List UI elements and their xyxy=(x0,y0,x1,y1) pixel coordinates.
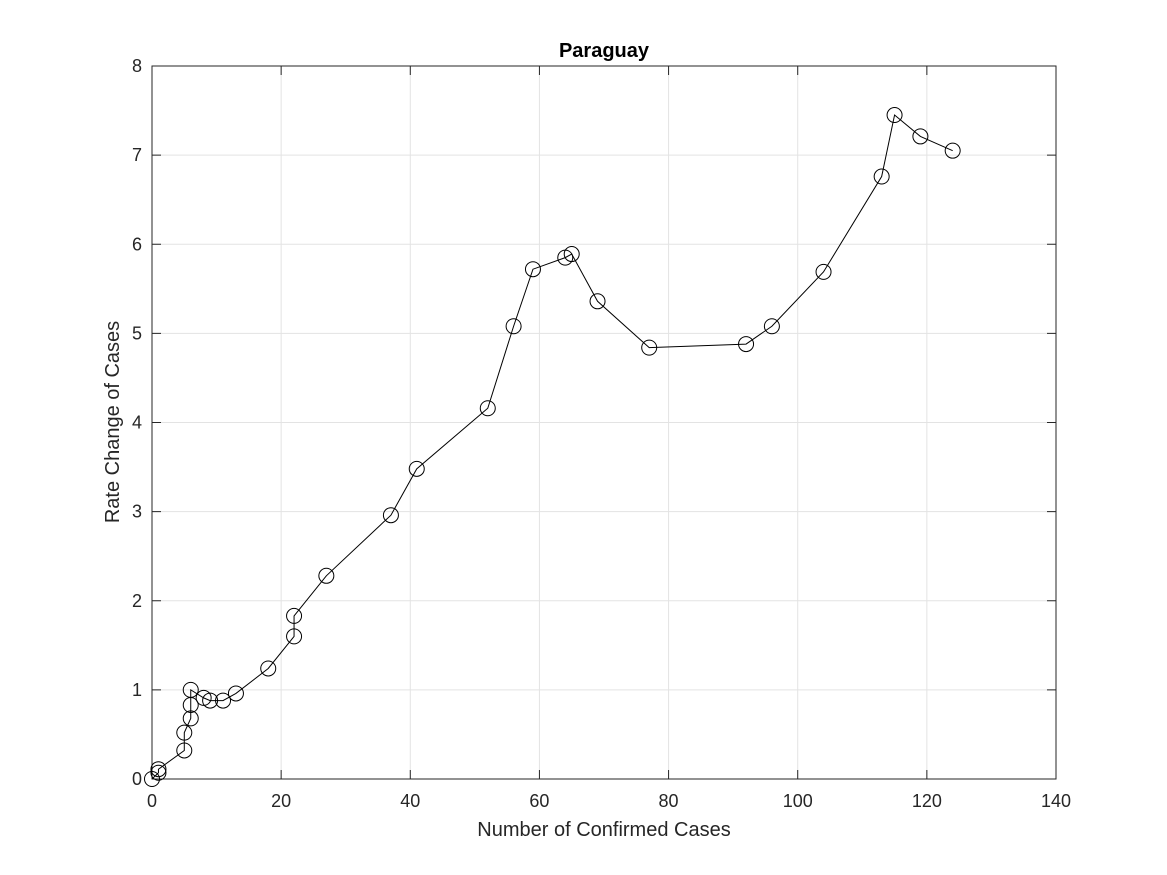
y-tick-label: 6 xyxy=(132,234,142,254)
y-tick-label: 1 xyxy=(132,680,142,700)
x-tick-label: 40 xyxy=(400,791,420,811)
y-tick-label: 0 xyxy=(132,769,142,789)
data-point xyxy=(182,681,199,698)
x-tick-label: 120 xyxy=(912,791,942,811)
data-point xyxy=(144,771,160,787)
x-tick-label: 100 xyxy=(783,791,813,811)
series-line xyxy=(151,114,953,780)
data-point xyxy=(382,507,399,524)
y-tick-label: 5 xyxy=(132,323,142,343)
data-point xyxy=(738,336,755,353)
series-layer xyxy=(144,107,961,787)
data-point xyxy=(182,710,199,727)
y-tick-label: 4 xyxy=(132,413,142,433)
data-point xyxy=(815,263,832,280)
data-point xyxy=(763,318,780,335)
y-tick-label: 8 xyxy=(132,56,142,76)
data-point xyxy=(150,761,167,778)
data-point xyxy=(318,567,335,584)
y-tick-label: 7 xyxy=(132,145,142,165)
data-point xyxy=(286,628,303,645)
data-point xyxy=(912,128,929,145)
data-point xyxy=(641,339,658,356)
data-point xyxy=(589,293,606,310)
data-point xyxy=(202,692,219,709)
x-axis-label: Number of Confirmed Cases xyxy=(477,819,730,841)
data-point xyxy=(873,168,890,185)
y-tick-label: 2 xyxy=(132,591,142,611)
x-tick-label: 140 xyxy=(1041,791,1071,811)
x-tick-label: 0 xyxy=(147,791,157,811)
data-point xyxy=(524,261,541,278)
data-point xyxy=(195,689,212,706)
data-point xyxy=(505,318,522,335)
data-point xyxy=(150,764,167,781)
data-point xyxy=(286,607,303,624)
data-point xyxy=(176,724,193,741)
data-point xyxy=(479,400,496,417)
data-point xyxy=(176,742,193,759)
x-tick-label: 80 xyxy=(659,791,679,811)
data-point xyxy=(408,460,425,477)
data-point xyxy=(944,142,961,159)
data-point xyxy=(886,107,903,124)
data-point xyxy=(260,660,277,677)
y-tick-label: 3 xyxy=(132,502,142,522)
data-point xyxy=(227,685,244,702)
x-tick-label: 60 xyxy=(529,791,549,811)
chart-title: Paraguay xyxy=(559,40,650,62)
axes-box xyxy=(151,65,1057,780)
data-point xyxy=(215,692,232,709)
data-point xyxy=(563,246,580,263)
axes xyxy=(151,65,1057,780)
x-tick-label: 20 xyxy=(271,791,291,811)
y-axis-label: Rate Change of Cases xyxy=(102,321,124,523)
tick-labels: 0 20 40 60 80 100 120 140 0 1 2 3 4 5 6 7 8 xyxy=(132,56,1071,811)
